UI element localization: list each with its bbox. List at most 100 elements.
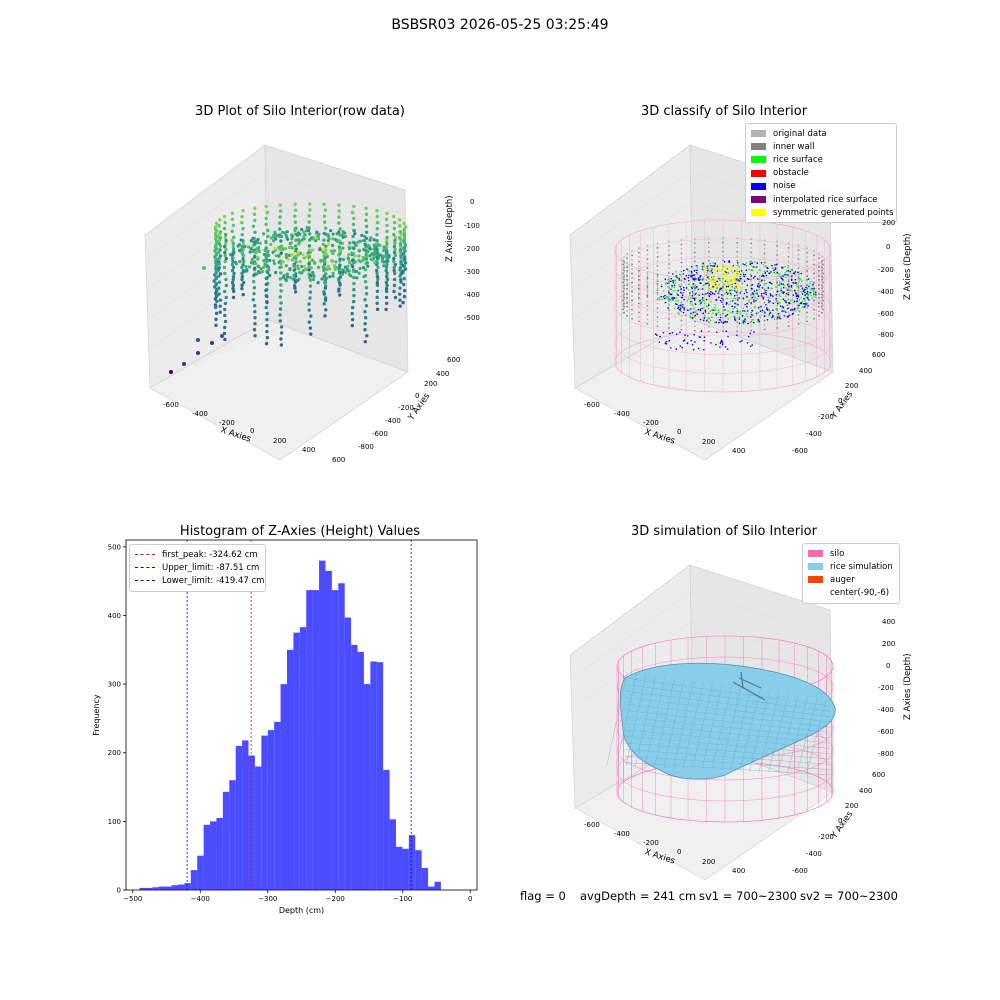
point — [289, 241, 293, 245]
point — [821, 307, 823, 310]
point — [782, 286, 785, 289]
point — [724, 315, 727, 317]
point — [715, 267, 718, 270]
status-sv2: sv2 = 700~2300 — [800, 889, 898, 903]
point — [334, 260, 338, 264]
point — [631, 272, 633, 275]
point — [787, 275, 790, 278]
point — [214, 281, 218, 286]
point — [720, 288, 723, 291]
legend-item: center(-90,-6) — [830, 588, 890, 599]
point — [290, 258, 294, 262]
point — [760, 261, 763, 264]
point — [253, 230, 257, 235]
point — [353, 232, 357, 236]
point — [801, 287, 804, 289]
point — [252, 240, 256, 244]
point — [385, 250, 389, 254]
point — [287, 246, 292, 250]
point — [798, 298, 801, 301]
point — [262, 265, 266, 269]
point — [278, 221, 282, 225]
point — [727, 310, 729, 312]
mesh-line — [624, 762, 831, 776]
point — [623, 307, 625, 310]
point — [682, 269, 685, 272]
z-tick: 0 — [470, 198, 475, 206]
point — [787, 293, 790, 296]
y-axis-label: Frequency — [92, 694, 101, 736]
point — [706, 278, 709, 281]
point — [676, 307, 679, 310]
point — [692, 283, 694, 285]
point — [357, 249, 361, 253]
x-tick: 400 — [302, 446, 316, 454]
point — [810, 294, 813, 297]
point — [384, 280, 389, 285]
point — [822, 295, 824, 297]
point — [217, 280, 222, 284]
point — [763, 315, 766, 317]
point — [797, 253, 800, 256]
point — [715, 290, 717, 293]
point — [368, 246, 372, 251]
point — [715, 281, 718, 284]
point — [821, 302, 823, 305]
point — [337, 215, 341, 219]
point — [738, 318, 741, 320]
point — [278, 227, 282, 231]
point — [778, 273, 781, 275]
point — [677, 299, 679, 302]
point — [821, 305, 823, 308]
point — [807, 304, 809, 307]
point — [307, 308, 311, 312]
point — [364, 243, 368, 247]
point — [397, 218, 402, 222]
histogram-legend: first_peak: -324.62 cm Upper_limit: -87.… — [129, 544, 266, 592]
point — [778, 314, 780, 317]
point — [385, 211, 389, 216]
point — [715, 314, 718, 316]
point — [623, 305, 625, 308]
point — [373, 251, 377, 256]
point — [261, 232, 266, 236]
point — [758, 286, 761, 288]
point — [293, 290, 298, 294]
point — [738, 275, 740, 278]
point — [788, 289, 791, 292]
point — [771, 282, 773, 285]
point — [691, 286, 693, 289]
point — [631, 249, 633, 252]
point — [780, 291, 783, 293]
point — [241, 226, 245, 231]
point — [363, 309, 367, 314]
point — [350, 311, 354, 316]
point — [707, 246, 710, 249]
point — [224, 247, 228, 252]
point — [743, 320, 746, 322]
point — [623, 289, 625, 292]
point — [306, 251, 310, 255]
point — [266, 270, 270, 275]
point — [722, 286, 724, 289]
point — [810, 280, 812, 283]
point — [223, 259, 227, 264]
point — [268, 273, 272, 277]
point — [214, 263, 219, 268]
point — [711, 316, 713, 318]
point — [253, 254, 257, 259]
point — [385, 283, 389, 288]
point — [742, 307, 745, 310]
point — [723, 283, 725, 286]
point — [385, 229, 389, 234]
point — [659, 335, 661, 338]
point — [720, 293, 723, 296]
z-tick: -400 — [464, 291, 480, 299]
point — [316, 281, 320, 285]
point — [709, 310, 712, 312]
point — [384, 301, 389, 306]
point — [637, 302, 640, 305]
point — [637, 292, 640, 295]
point — [797, 267, 800, 269]
point — [717, 270, 720, 273]
